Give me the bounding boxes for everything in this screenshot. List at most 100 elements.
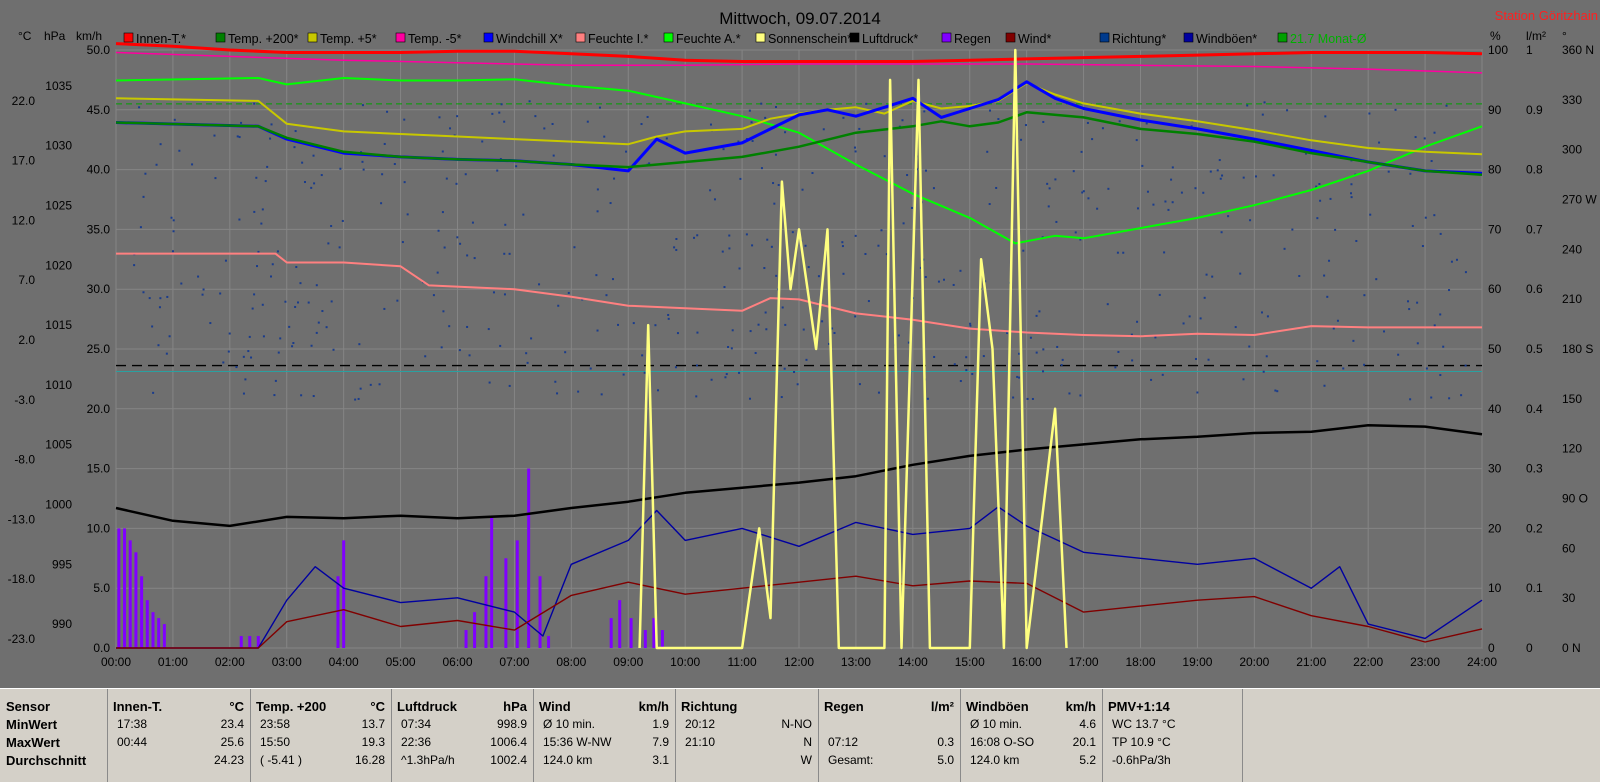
direction-point: [770, 245, 773, 248]
stats-cell-value: 19.3: [361, 735, 385, 749]
direction-point: [986, 150, 989, 153]
direction-point: [1061, 358, 1064, 361]
direction-point: [362, 168, 365, 171]
tick-label-hpa: 995: [52, 557, 72, 571]
direction-point: [1060, 364, 1063, 367]
stats-row: 22:36 1006.4: [397, 735, 527, 752]
direction-point: [675, 237, 678, 240]
direction-point: [301, 161, 304, 164]
tick-label-hpa: 990: [52, 617, 72, 631]
direction-point: [1254, 175, 1257, 178]
direction-point: [1350, 196, 1353, 199]
stats-column: PMV+1:14 WC 13.7 °C TP 10.9 °C -0.6hPa/3h: [1102, 689, 1243, 782]
stats-column-header: Luftdruck hPa: [397, 699, 527, 714]
statistics-panel: Sensor MinWert MaxWert Durchschnitt Inne…: [0, 688, 1600, 782]
direction-point: [1383, 330, 1386, 333]
direction-point: [1249, 219, 1252, 222]
direction-point: [172, 219, 175, 222]
series-temp-200-: [115, 111, 1483, 176]
tick-label-time: 04:00: [329, 655, 359, 669]
direction-point: [456, 236, 459, 239]
tick-label-hpa: 1000: [45, 497, 72, 511]
direction-point: [1242, 176, 1245, 179]
direction-point: [654, 324, 657, 327]
direction-point: [675, 248, 678, 251]
legend-entry: Feuchte A.*: [676, 32, 741, 46]
direction-point: [552, 154, 555, 157]
series-innen-t-: [115, 42, 1483, 63]
tick-label-rain: 0: [1526, 641, 1533, 655]
stats-row: 23:58 13.7: [256, 717, 385, 734]
series-feuchte-a-: [115, 77, 1483, 245]
direction-point: [1029, 336, 1032, 339]
direction-point: [173, 118, 176, 121]
direction-point: [242, 392, 245, 395]
axis-unit-percent: %: [1490, 29, 1501, 43]
tick-label-time: 12:00: [784, 655, 814, 669]
direction-point: [730, 347, 733, 350]
stats-cell-label: 00:44: [117, 735, 148, 749]
axis-unit-kmh: km/h: [76, 29, 102, 43]
direction-point: [443, 246, 446, 249]
direction-point: [503, 120, 506, 123]
direction-point: [144, 172, 147, 175]
stats-row: TP 10.9 °C: [1108, 735, 1236, 752]
direction-point: [1304, 152, 1307, 155]
tick-label-hpa: 1005: [45, 438, 72, 452]
direction-point: [567, 291, 570, 294]
direction-point: [288, 325, 291, 328]
stats-header-unit: km/h: [638, 699, 669, 714]
direction-point: [1332, 327, 1335, 330]
direction-point: [801, 188, 804, 191]
direction-point: [1448, 397, 1451, 400]
stats-labels: Sensor MinWert MaxWert Durchschnitt: [0, 689, 108, 782]
tick-label-time: 17:00: [1069, 655, 1099, 669]
direction-point: [763, 267, 766, 270]
rain-bar: [162, 624, 166, 648]
direction-point: [1136, 320, 1139, 323]
tick-label-time: 08:00: [556, 655, 586, 669]
stats-row: 17:38 23.4: [113, 717, 244, 734]
direction-point: [1442, 345, 1445, 348]
direction-point: [1158, 293, 1161, 296]
legend-entry: Windchill X*: [496, 32, 563, 46]
stats-column-header: Richtung: [681, 699, 812, 714]
direction-point: [748, 397, 751, 400]
stats-cell-label: 23:58: [260, 717, 291, 731]
direction-point: [1328, 259, 1331, 262]
direction-point: [165, 352, 168, 355]
legend-entry: Feuchte I.*: [588, 32, 649, 46]
direction-point: [1145, 122, 1148, 125]
direction-point: [1199, 317, 1202, 320]
stats-row: ^1.3hPa/h 1002.4: [397, 753, 527, 770]
direction-point: [937, 280, 940, 283]
stats-cell-value: 25.6: [220, 735, 244, 749]
rain-bar: [342, 540, 346, 648]
stats-column-header: Temp. +200 °C: [256, 699, 385, 714]
direction-point: [867, 300, 870, 303]
direction-point: [1130, 333, 1133, 336]
direction-point: [178, 149, 181, 152]
direction-point: [1363, 363, 1366, 366]
direction-point: [142, 195, 145, 198]
direction-point: [247, 350, 250, 353]
direction-point: [1146, 190, 1149, 193]
direction-point: [361, 160, 364, 163]
tick-label-direction: 270 W: [1562, 193, 1597, 207]
tick-label-kmh: 40.0: [87, 163, 111, 177]
legend-swatch: [123, 32, 134, 43]
direction-point: [504, 223, 507, 226]
direction-point: [817, 275, 820, 278]
direction-point: [238, 136, 241, 139]
direction-point: [277, 351, 280, 354]
direction-point: [600, 393, 603, 396]
direction-point: [1276, 390, 1279, 393]
direction-point: [696, 331, 699, 334]
direction-point: [338, 246, 341, 249]
direction-point: [1387, 170, 1390, 173]
stats-column-header: Windböen km/h: [966, 699, 1096, 714]
direction-point: [1375, 278, 1378, 281]
rain-bar: [643, 630, 647, 648]
direction-point: [320, 174, 323, 177]
direction-point: [332, 348, 335, 351]
